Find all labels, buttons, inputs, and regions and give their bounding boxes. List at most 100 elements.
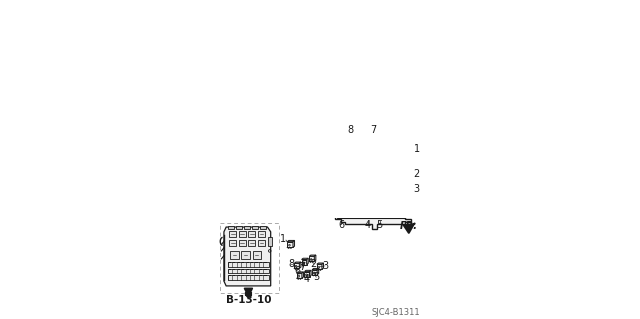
Bar (395, 149, 402, 156)
Bar (260, 226, 266, 229)
Bar (385, 187, 399, 198)
Text: 5: 5 (377, 220, 383, 230)
Bar (228, 262, 269, 267)
Bar (384, 163, 388, 167)
Text: 4: 4 (365, 220, 371, 230)
Polygon shape (307, 258, 308, 264)
Bar (369, 163, 373, 167)
Polygon shape (293, 241, 294, 248)
Polygon shape (317, 263, 323, 264)
Bar (228, 275, 269, 279)
Bar (354, 172, 367, 184)
Bar (228, 269, 269, 273)
Bar (239, 240, 246, 246)
Text: 3: 3 (413, 184, 420, 194)
Bar (385, 171, 399, 185)
Polygon shape (312, 268, 319, 270)
Bar (338, 187, 351, 198)
Text: 7: 7 (371, 125, 376, 135)
Bar (369, 146, 391, 164)
Polygon shape (322, 263, 323, 269)
Bar (337, 186, 352, 199)
Bar (370, 187, 383, 198)
Bar (241, 251, 250, 259)
Text: 2: 2 (310, 259, 316, 269)
Bar (229, 240, 236, 246)
Text: FR.: FR. (400, 221, 418, 231)
Text: 8: 8 (348, 125, 354, 135)
Circle shape (313, 272, 315, 274)
Circle shape (310, 259, 312, 260)
Bar (236, 226, 242, 229)
Bar (369, 171, 383, 185)
Text: SJC4-B1311: SJC4-B1311 (372, 308, 420, 317)
Bar (394, 148, 403, 158)
Bar (337, 137, 365, 164)
Bar (268, 237, 272, 246)
Bar (337, 171, 352, 185)
Text: 6: 6 (294, 266, 301, 276)
Bar (239, 231, 246, 237)
Polygon shape (224, 227, 271, 286)
Circle shape (295, 266, 297, 267)
Bar (305, 271, 310, 277)
Bar (354, 163, 358, 167)
Bar (337, 211, 404, 218)
Circle shape (303, 262, 304, 263)
Bar (353, 171, 368, 185)
Bar (385, 172, 399, 184)
Bar (385, 186, 399, 199)
Bar (253, 251, 261, 259)
Polygon shape (314, 255, 316, 261)
Bar (248, 231, 255, 237)
Bar (369, 186, 383, 199)
Bar (258, 240, 265, 246)
Text: 5: 5 (313, 272, 319, 282)
Circle shape (305, 274, 307, 276)
Bar (297, 273, 302, 278)
Bar (354, 187, 367, 198)
Bar (244, 226, 250, 229)
Bar (258, 231, 265, 237)
Polygon shape (309, 255, 316, 256)
Polygon shape (317, 268, 319, 275)
Text: 3: 3 (322, 261, 328, 271)
Text: 1: 1 (280, 234, 286, 244)
Text: 6: 6 (338, 220, 344, 230)
Bar (337, 202, 404, 209)
Text: 7: 7 (300, 262, 306, 272)
Circle shape (318, 267, 319, 268)
Circle shape (289, 244, 291, 246)
Bar (228, 226, 234, 229)
Polygon shape (310, 270, 311, 277)
Polygon shape (287, 241, 294, 242)
Polygon shape (301, 258, 308, 260)
Polygon shape (300, 262, 301, 268)
Bar (312, 270, 317, 275)
Circle shape (298, 276, 300, 277)
Bar (287, 242, 293, 248)
Polygon shape (294, 262, 301, 263)
Bar (379, 163, 383, 167)
Bar (230, 251, 239, 259)
Text: B-13-10: B-13-10 (226, 295, 271, 305)
Text: 8: 8 (288, 259, 294, 269)
Text: 4: 4 (304, 274, 310, 284)
Bar (229, 231, 236, 237)
Polygon shape (302, 272, 303, 278)
Bar (344, 163, 349, 167)
Bar (337, 193, 404, 200)
Text: 2: 2 (413, 169, 420, 179)
Bar (353, 186, 368, 199)
Bar (248, 240, 255, 246)
Polygon shape (297, 272, 303, 273)
Bar (363, 131, 367, 134)
Bar (294, 263, 300, 268)
Bar (252, 226, 258, 229)
Bar (370, 172, 383, 184)
Polygon shape (326, 133, 411, 229)
Polygon shape (305, 270, 311, 271)
Bar (317, 264, 322, 269)
Text: 1: 1 (413, 144, 420, 154)
Bar (338, 172, 351, 184)
